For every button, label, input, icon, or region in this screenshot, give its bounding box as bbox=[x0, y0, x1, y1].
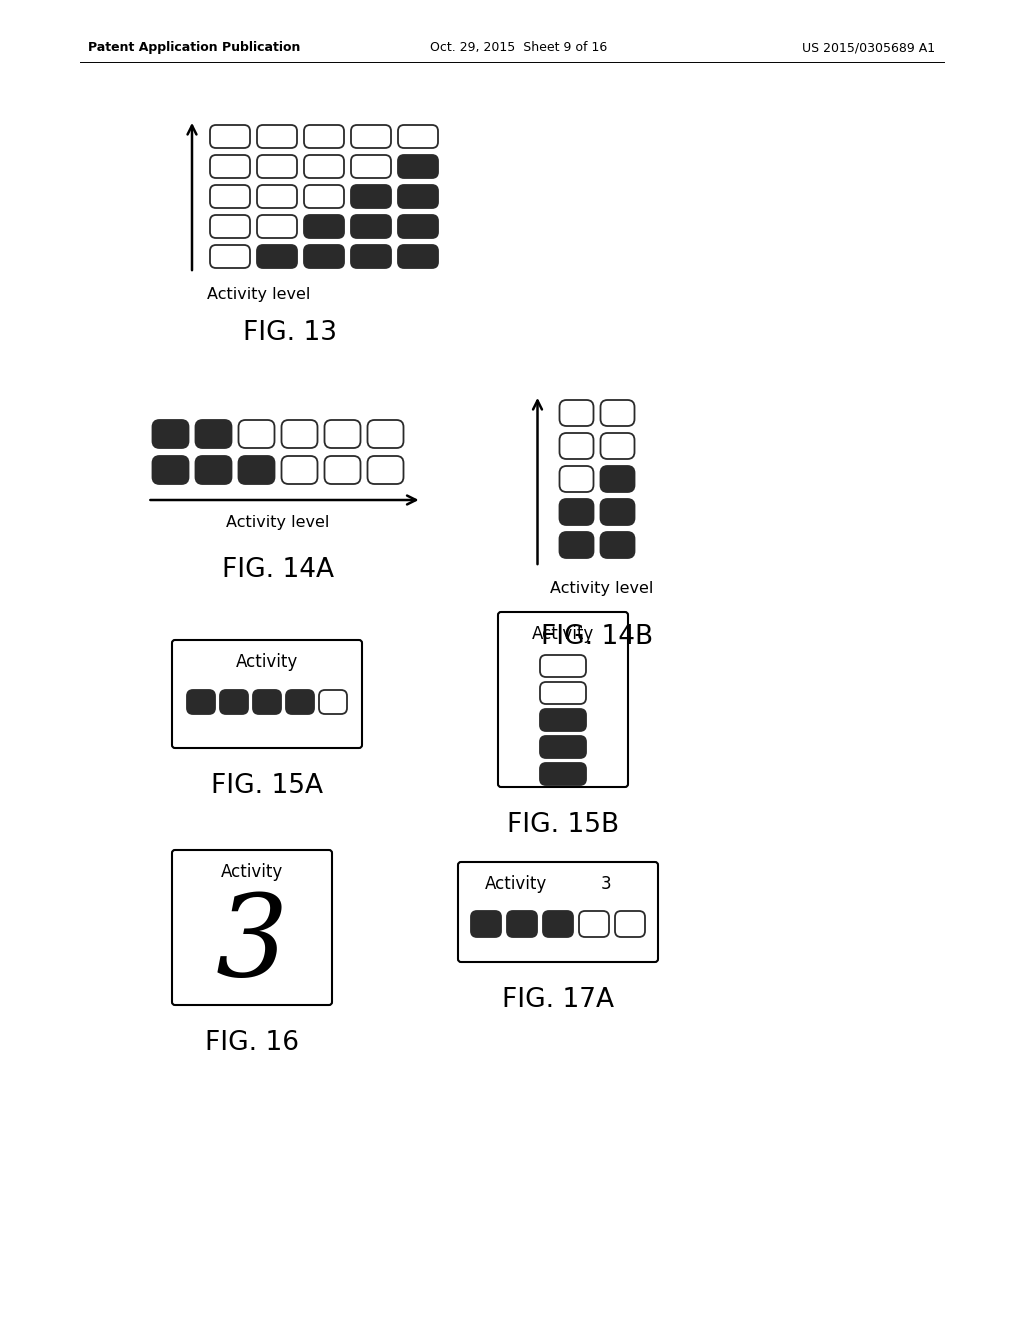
FancyBboxPatch shape bbox=[325, 455, 360, 484]
Text: Activity: Activity bbox=[485, 875, 547, 894]
FancyBboxPatch shape bbox=[368, 420, 403, 447]
Text: FIG. 17A: FIG. 17A bbox=[502, 987, 614, 1012]
Text: Activity: Activity bbox=[531, 624, 594, 643]
FancyBboxPatch shape bbox=[471, 911, 501, 937]
FancyBboxPatch shape bbox=[196, 420, 231, 447]
FancyBboxPatch shape bbox=[351, 215, 391, 238]
FancyBboxPatch shape bbox=[398, 246, 438, 268]
FancyBboxPatch shape bbox=[540, 709, 586, 731]
FancyBboxPatch shape bbox=[153, 420, 188, 447]
Text: Activity level: Activity level bbox=[550, 582, 653, 597]
FancyBboxPatch shape bbox=[319, 690, 347, 714]
FancyBboxPatch shape bbox=[253, 690, 281, 714]
Text: 3: 3 bbox=[601, 875, 611, 894]
FancyBboxPatch shape bbox=[600, 400, 635, 426]
FancyBboxPatch shape bbox=[286, 690, 314, 714]
FancyBboxPatch shape bbox=[257, 185, 297, 209]
FancyBboxPatch shape bbox=[282, 455, 317, 484]
Text: Activity level: Activity level bbox=[226, 515, 330, 529]
FancyBboxPatch shape bbox=[351, 246, 391, 268]
FancyBboxPatch shape bbox=[210, 215, 250, 238]
FancyBboxPatch shape bbox=[398, 185, 438, 209]
FancyBboxPatch shape bbox=[600, 466, 635, 492]
FancyBboxPatch shape bbox=[559, 400, 594, 426]
FancyBboxPatch shape bbox=[540, 682, 586, 704]
FancyBboxPatch shape bbox=[304, 125, 344, 148]
FancyBboxPatch shape bbox=[239, 455, 274, 484]
FancyBboxPatch shape bbox=[210, 246, 250, 268]
FancyBboxPatch shape bbox=[543, 911, 573, 937]
Text: FIG. 16: FIG. 16 bbox=[205, 1030, 299, 1056]
FancyBboxPatch shape bbox=[458, 862, 658, 962]
FancyBboxPatch shape bbox=[282, 420, 317, 447]
FancyBboxPatch shape bbox=[398, 154, 438, 178]
FancyBboxPatch shape bbox=[540, 737, 586, 758]
FancyBboxPatch shape bbox=[559, 499, 594, 525]
FancyBboxPatch shape bbox=[257, 125, 297, 148]
FancyBboxPatch shape bbox=[304, 154, 344, 178]
FancyBboxPatch shape bbox=[559, 532, 594, 558]
Text: US 2015/0305689 A1: US 2015/0305689 A1 bbox=[802, 41, 935, 54]
FancyBboxPatch shape bbox=[304, 246, 344, 268]
Text: Activity: Activity bbox=[236, 653, 298, 671]
FancyBboxPatch shape bbox=[559, 466, 594, 492]
FancyBboxPatch shape bbox=[579, 911, 609, 937]
FancyBboxPatch shape bbox=[498, 612, 628, 787]
FancyBboxPatch shape bbox=[153, 455, 188, 484]
FancyBboxPatch shape bbox=[615, 911, 645, 937]
FancyBboxPatch shape bbox=[600, 499, 635, 525]
Text: FIG. 14A: FIG. 14A bbox=[222, 557, 334, 583]
Text: 3: 3 bbox=[216, 890, 288, 1001]
FancyBboxPatch shape bbox=[600, 433, 635, 459]
FancyBboxPatch shape bbox=[304, 215, 344, 238]
Text: FIG. 15B: FIG. 15B bbox=[507, 812, 620, 838]
FancyBboxPatch shape bbox=[196, 455, 231, 484]
FancyBboxPatch shape bbox=[351, 125, 391, 148]
FancyBboxPatch shape bbox=[559, 433, 594, 459]
FancyBboxPatch shape bbox=[398, 215, 438, 238]
FancyBboxPatch shape bbox=[187, 690, 215, 714]
Text: FIG. 15A: FIG. 15A bbox=[211, 774, 323, 799]
FancyBboxPatch shape bbox=[257, 215, 297, 238]
FancyBboxPatch shape bbox=[304, 185, 344, 209]
FancyBboxPatch shape bbox=[239, 420, 274, 447]
Text: Activity level: Activity level bbox=[207, 288, 310, 302]
FancyBboxPatch shape bbox=[600, 532, 635, 558]
FancyBboxPatch shape bbox=[507, 911, 537, 937]
Text: FIG. 14B: FIG. 14B bbox=[541, 624, 653, 649]
FancyBboxPatch shape bbox=[325, 420, 360, 447]
FancyBboxPatch shape bbox=[257, 246, 297, 268]
FancyBboxPatch shape bbox=[220, 690, 248, 714]
FancyBboxPatch shape bbox=[351, 154, 391, 178]
FancyBboxPatch shape bbox=[368, 455, 403, 484]
FancyBboxPatch shape bbox=[351, 185, 391, 209]
FancyBboxPatch shape bbox=[172, 640, 362, 748]
Text: FIG. 13: FIG. 13 bbox=[243, 319, 337, 346]
FancyBboxPatch shape bbox=[540, 763, 586, 785]
FancyBboxPatch shape bbox=[210, 185, 250, 209]
FancyBboxPatch shape bbox=[257, 154, 297, 178]
Text: Activity: Activity bbox=[221, 863, 283, 880]
Text: Patent Application Publication: Patent Application Publication bbox=[88, 41, 300, 54]
FancyBboxPatch shape bbox=[210, 154, 250, 178]
FancyBboxPatch shape bbox=[210, 125, 250, 148]
FancyBboxPatch shape bbox=[172, 850, 332, 1005]
FancyBboxPatch shape bbox=[540, 655, 586, 677]
FancyBboxPatch shape bbox=[398, 125, 438, 148]
Text: Oct. 29, 2015  Sheet 9 of 16: Oct. 29, 2015 Sheet 9 of 16 bbox=[430, 41, 607, 54]
